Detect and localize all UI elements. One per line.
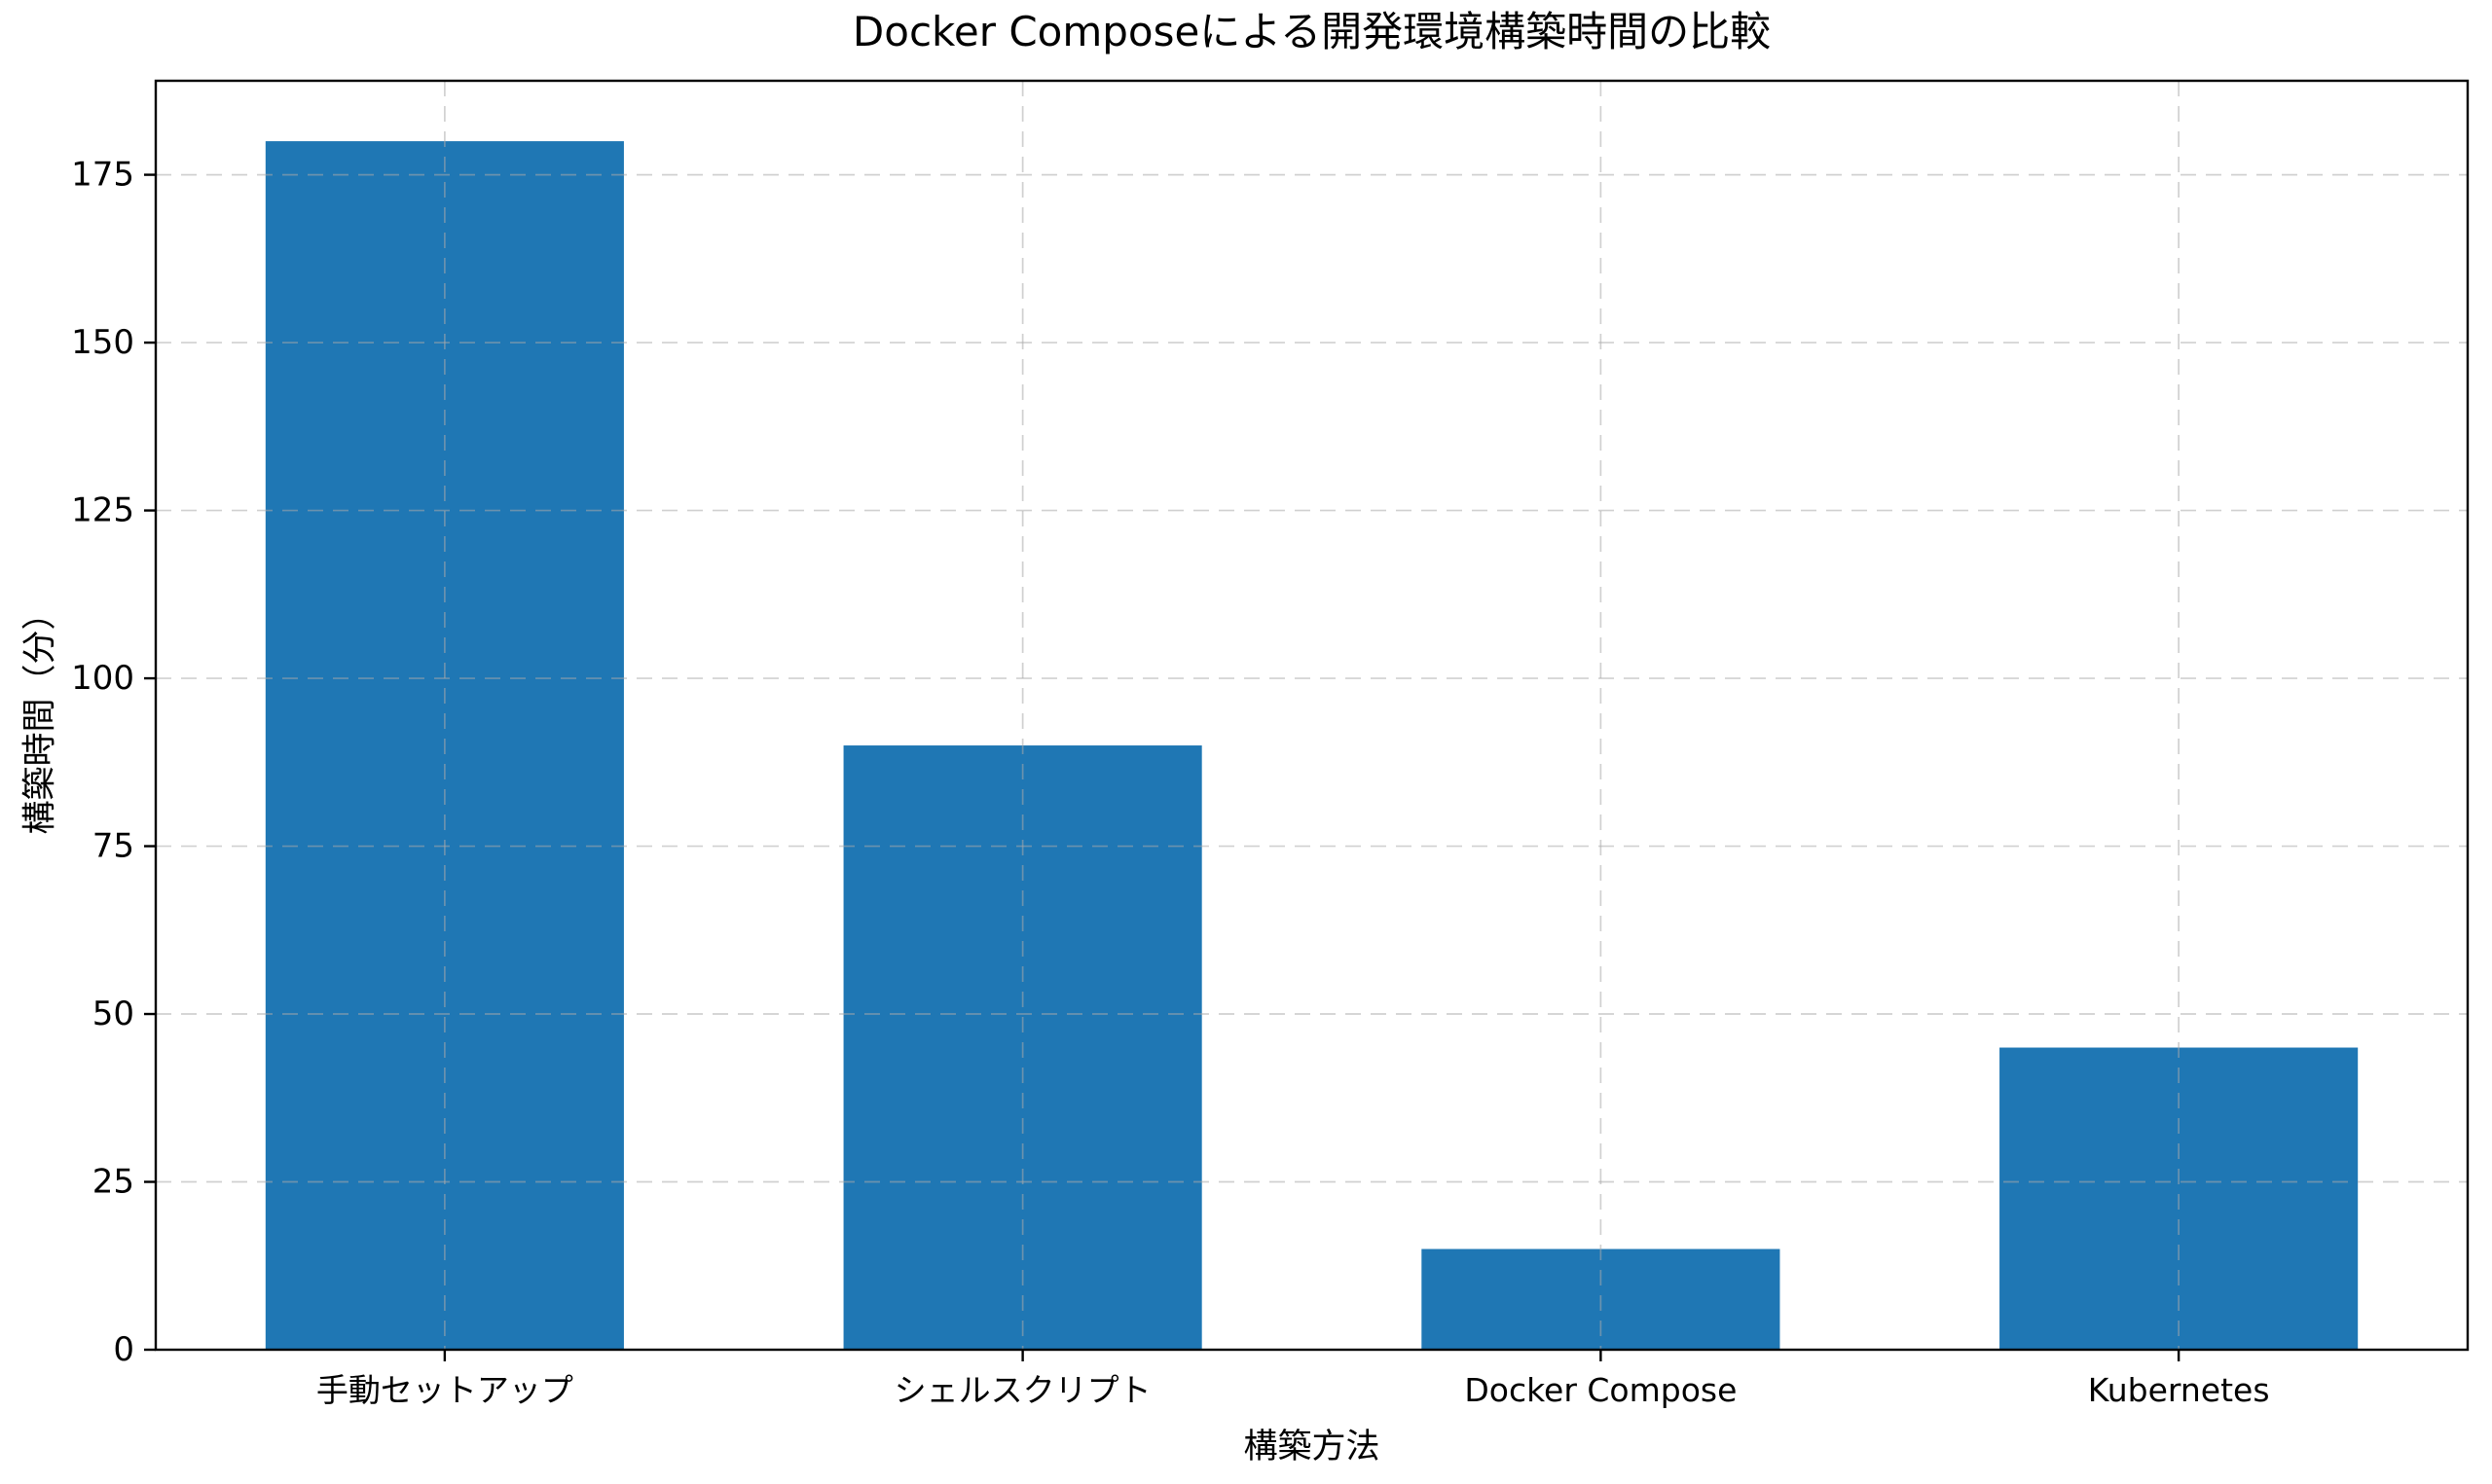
plot-frame (154, 79, 2470, 1352)
x-tick-label: シェルスクリプト (895, 1371, 1152, 1409)
x-tick-label: 手動セットアップ (316, 1371, 573, 1409)
y-tick-label: 50 (92, 995, 134, 1033)
y-tick-label: 175 (71, 156, 134, 195)
y-tick-label: 25 (92, 1163, 134, 1202)
y-tick-label: 125 (71, 491, 134, 530)
y-tick-label: 0 (113, 1330, 134, 1369)
x-tick-label: Docker Compose (1464, 1371, 1737, 1409)
y-tick-label: 75 (92, 827, 134, 866)
y-tick-label: 100 (71, 659, 134, 698)
chart-title: Docker Composeによる開発環境構築時間の比較 (852, 8, 1772, 55)
x-axis-label: 構築方法 (1243, 1428, 1380, 1466)
x-tick-label: Kubernetes (2088, 1371, 2270, 1409)
y-axis-label: 構築時間（分） (20, 596, 60, 835)
y-tick-label: 150 (71, 323, 134, 362)
